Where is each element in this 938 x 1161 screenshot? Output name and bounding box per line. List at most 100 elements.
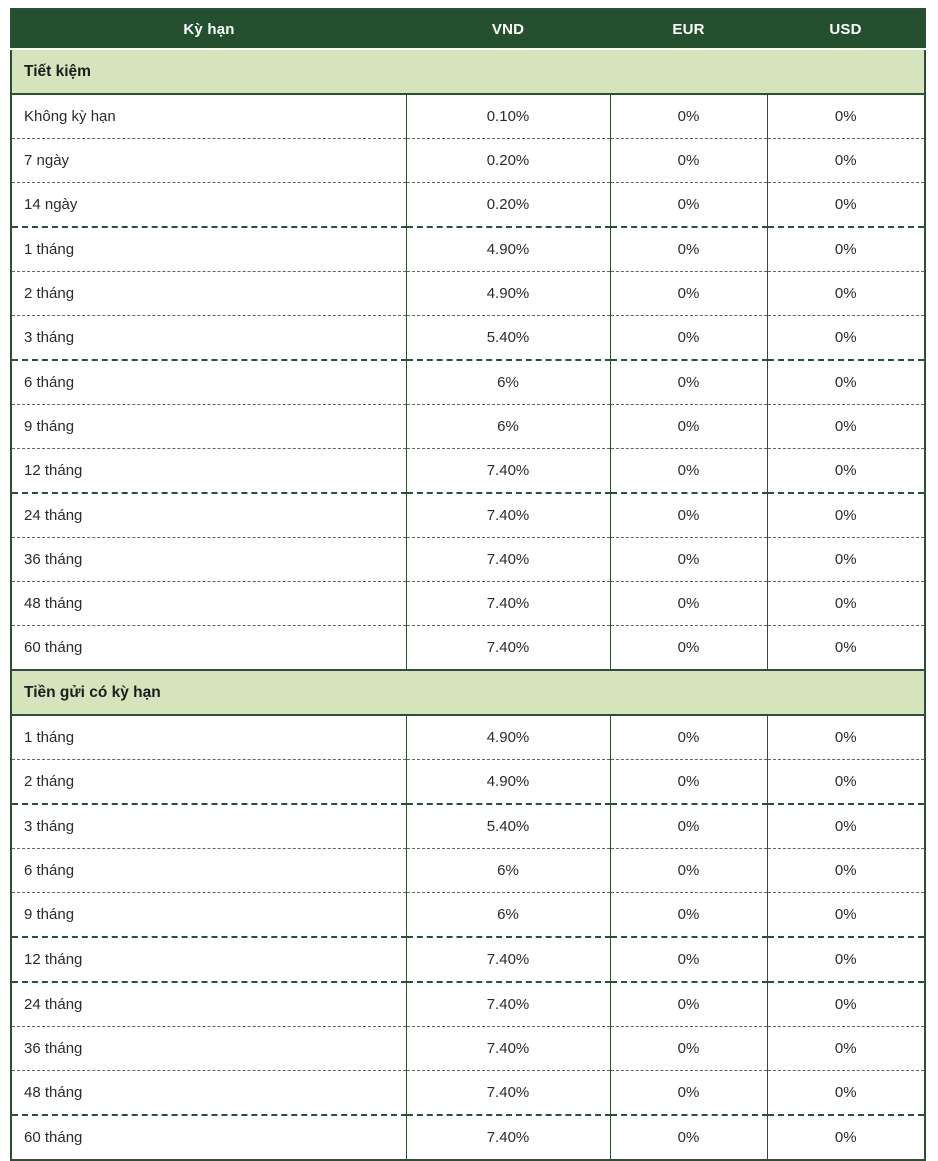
term-cell: 2 tháng — [11, 271, 406, 316]
term-cell: 7 ngày — [11, 138, 406, 183]
rate-cell-vnd: 4.90% — [405, 715, 610, 760]
section-title: Tiết kiệm — [11, 49, 925, 95]
table-row: 9 tháng 6% 0% 0% — [11, 892, 925, 937]
rate-cell-vnd: 4.90% — [405, 759, 610, 804]
rate-cell-vnd: 7.40% — [405, 1026, 610, 1071]
rate-cell-vnd: 7.40% — [405, 448, 610, 493]
rate-cell-eur: 0% — [609, 759, 767, 804]
term-cell: 36 tháng — [11, 1026, 406, 1071]
rate-cell-vnd: 5.40% — [405, 803, 610, 849]
table-row: Không kỳ hạn 0.10% 0% 0% — [11, 94, 925, 139]
table-row: 60 tháng 7.40% 0% 0% — [11, 1114, 925, 1160]
rate-cell-eur: 0% — [609, 94, 767, 139]
term-cell: 12 tháng — [11, 936, 406, 982]
table-row: 3 tháng 5.40% 0% 0% — [11, 803, 925, 849]
rate-cell-vnd: 6% — [405, 404, 610, 449]
table-row: 12 tháng 7.40% 0% 0% — [11, 936, 925, 982]
rate-cell-vnd: 0.20% — [405, 138, 610, 183]
rate-cell-usd: 0% — [766, 537, 925, 582]
interest-rate-table: Kỳ hạn VND EUR USD Tiết kiệm Không kỳ hạn 0.1… — [10, 8, 926, 1161]
rate-cell-usd: 0% — [766, 94, 925, 139]
rate-cell-vnd: 7.40% — [405, 1070, 610, 1115]
term-cell: 3 tháng — [11, 315, 406, 360]
column-header-usd: USD — [767, 9, 925, 50]
rate-cell-vnd: 0.20% — [405, 182, 610, 227]
rate-cell-vnd: 7.40% — [405, 581, 610, 626]
term-cell: 12 tháng — [11, 448, 406, 493]
rate-cell-vnd: 0.10% — [405, 94, 610, 139]
rate-cell-vnd: 6% — [405, 892, 610, 937]
rate-cell-usd: 0% — [766, 1026, 925, 1071]
rate-cell-vnd: 7.40% — [405, 492, 610, 538]
table-row: 3 tháng 5.40% 0% 0% — [11, 315, 925, 360]
rate-cell-eur: 0% — [609, 226, 767, 272]
term-cell: Không kỳ hạn — [11, 94, 406, 139]
term-cell: 1 tháng — [11, 715, 406, 760]
rate-cell-usd: 0% — [766, 625, 925, 670]
term-cell: 60 tháng — [11, 1114, 406, 1160]
table-row: 24 tháng 7.40% 0% 0% — [11, 492, 925, 538]
table-row: 1 tháng 4.90% 0% 0% — [11, 715, 925, 760]
term-cell: 9 tháng — [11, 892, 406, 937]
term-cell: 9 tháng — [11, 404, 406, 449]
rate-cell-eur: 0% — [609, 625, 767, 670]
section-row: Tiết kiệm — [11, 49, 925, 95]
rate-cell-usd: 0% — [766, 138, 925, 183]
table-row: 9 tháng 6% 0% 0% — [11, 404, 925, 449]
term-cell: 1 tháng — [11, 226, 406, 272]
header-row: Kỳ hạn VND EUR USD — [11, 9, 925, 50]
column-header-vnd: VND — [406, 9, 610, 50]
table-row: 48 tháng 7.40% 0% 0% — [11, 581, 925, 626]
rate-cell-eur: 0% — [609, 892, 767, 937]
rate-cell-eur: 0% — [609, 182, 767, 227]
rate-cell-eur: 0% — [609, 404, 767, 449]
rate-cell-eur: 0% — [609, 715, 767, 760]
rate-cell-usd: 0% — [766, 271, 925, 316]
rate-cell-usd: 0% — [766, 848, 925, 893]
table-row: 12 tháng 7.40% 0% 0% — [11, 448, 925, 493]
term-cell: 14 ngày — [11, 182, 406, 227]
rate-cell-usd: 0% — [766, 359, 925, 405]
table-row: 1 tháng 4.90% 0% 0% — [11, 226, 925, 272]
rate-cell-usd: 0% — [766, 448, 925, 493]
table-row: 48 tháng 7.40% 0% 0% — [11, 1070, 925, 1115]
rate-cell-eur: 0% — [609, 315, 767, 360]
term-cell: 2 tháng — [11, 759, 406, 804]
table-row: 24 tháng 7.40% 0% 0% — [11, 981, 925, 1027]
table-row: 2 tháng 4.90% 0% 0% — [11, 271, 925, 316]
rate-cell-usd: 0% — [766, 492, 925, 538]
table-header: Kỳ hạn VND EUR USD — [11, 9, 925, 50]
rate-cell-vnd: 7.40% — [405, 537, 610, 582]
rate-cell-usd: 0% — [766, 759, 925, 804]
rate-cell-eur: 0% — [609, 848, 767, 893]
rate-cell-vnd: 7.40% — [405, 625, 610, 670]
rate-cell-vnd: 5.40% — [405, 315, 610, 360]
term-cell: 6 tháng — [11, 359, 406, 405]
rate-cell-eur: 0% — [609, 581, 767, 626]
rate-cell-eur: 0% — [609, 1026, 767, 1071]
column-header-eur: EUR — [610, 9, 767, 50]
rate-cell-usd: 0% — [766, 581, 925, 626]
rate-cell-usd: 0% — [766, 226, 925, 272]
term-cell: 48 tháng — [11, 581, 406, 626]
interest-rate-table-wrap: Kỳ hạn VND EUR USD Tiết kiệm Không kỳ hạn 0.1… — [10, 8, 926, 1161]
rate-cell-vnd: 6% — [405, 848, 610, 893]
term-cell: 3 tháng — [11, 803, 406, 849]
rate-cell-vnd: 7.40% — [405, 981, 610, 1027]
term-cell: 60 tháng — [11, 625, 406, 670]
rate-cell-usd: 0% — [766, 936, 925, 982]
rate-cell-usd: 0% — [766, 315, 925, 360]
table-row: 14 ngày 0.20% 0% 0% — [11, 182, 925, 227]
rate-cell-eur: 0% — [609, 492, 767, 538]
rate-cell-usd: 0% — [766, 715, 925, 760]
table-row: 60 tháng 7.40% 0% 0% — [11, 625, 925, 670]
table-row: 7 ngày 0.20% 0% 0% — [11, 138, 925, 183]
rate-cell-eur: 0% — [609, 936, 767, 982]
term-cell: 24 tháng — [11, 981, 406, 1027]
rate-cell-eur: 0% — [609, 803, 767, 849]
rate-cell-vnd: 4.90% — [405, 226, 610, 272]
rate-cell-usd: 0% — [766, 803, 925, 849]
term-cell: 48 tháng — [11, 1070, 406, 1115]
term-cell: 36 tháng — [11, 537, 406, 582]
table-row: 2 tháng 4.90% 0% 0% — [11, 759, 925, 804]
